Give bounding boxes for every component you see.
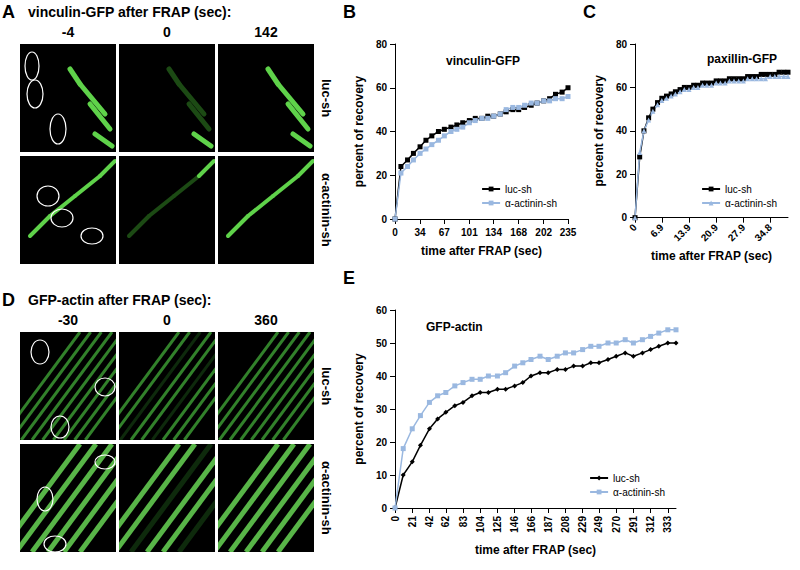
html-text:A: A	[2, 2, 15, 22]
svg-text:GFP-actin: GFP-actin	[426, 320, 483, 334]
svg-text:time after FRAP (sec): time after FRAP (sec)	[651, 249, 772, 263]
svg-text:60: 60	[376, 305, 388, 316]
svg-text:60: 60	[376, 82, 388, 93]
svg-text:50: 50	[376, 338, 388, 349]
svg-text:20: 20	[616, 169, 628, 180]
svg-text:percent of recovery: percent of recovery	[592, 75, 606, 187]
svg-text:67: 67	[439, 227, 451, 238]
svg-text:α-actinin-sh: α-actinin-sh	[725, 198, 777, 209]
svg-text:291: 291	[628, 516, 639, 533]
html-text:GFP-actin after FRAP (sec):: GFP-actin after FRAP (sec):	[28, 292, 212, 308]
svg-text:125: 125	[492, 516, 503, 533]
html-text:α-actinin-sh: α-actinin-sh	[319, 173, 334, 247]
svg-text:0: 0	[381, 214, 387, 225]
svg-text:27.9: 27.9	[726, 221, 748, 243]
svg-text:168: 168	[510, 227, 527, 238]
svg-text:40: 40	[376, 371, 388, 382]
svg-text:60: 60	[616, 82, 628, 93]
svg-text:0: 0	[627, 221, 639, 233]
svg-text:time after FRAP (sec): time after FRAP (sec)	[475, 543, 596, 557]
svg-text:0: 0	[392, 227, 398, 238]
svg-text:0: 0	[621, 212, 627, 223]
html-text:0: 0	[163, 312, 171, 328]
svg-text:30: 30	[376, 404, 388, 415]
svg-text:time after FRAP (sec): time after FRAP (sec)	[421, 244, 542, 258]
svg-text:249: 249	[593, 516, 604, 533]
svg-text:34.8: 34.8	[753, 221, 775, 243]
svg-text:62: 62	[440, 516, 451, 528]
svg-text:luc-sh: luc-sh	[505, 184, 532, 195]
svg-text:vinculin-GFP: vinculin-GFP	[446, 54, 520, 68]
html-text:-4: -4	[61, 24, 75, 40]
svg-text:α-actinin-sh: α-actinin-sh	[505, 198, 557, 209]
svg-text:luc-sh: luc-sh	[613, 473, 640, 484]
svg-text:13.9: 13.9	[671, 221, 693, 243]
svg-text:6.9: 6.9	[648, 221, 666, 239]
svg-text:80: 80	[616, 39, 628, 50]
svg-text:104: 104	[475, 516, 486, 533]
svg-text:202: 202	[535, 227, 552, 238]
svg-text:0: 0	[381, 503, 387, 514]
svg-text:α-actinin-sh: α-actinin-sh	[613, 487, 665, 498]
html-text:-30: -30	[57, 312, 79, 328]
svg-text:333: 333	[662, 516, 673, 533]
svg-text:134: 134	[485, 227, 502, 238]
svg-text:40: 40	[616, 125, 628, 136]
svg-text:42: 42	[424, 516, 435, 528]
html-text:α-actinin-sh: α-actinin-sh	[319, 461, 334, 535]
svg-text:166: 166	[526, 516, 537, 533]
svg-text:83: 83	[458, 516, 469, 528]
svg-text:312: 312	[645, 516, 656, 533]
html-text:D: D	[2, 290, 15, 310]
svg-text:146: 146	[509, 516, 520, 533]
html-text:142: 142	[254, 24, 278, 40]
svg-text:34: 34	[414, 227, 426, 238]
svg-text:10: 10	[376, 470, 388, 481]
html-text:vinculin-GFP after FRAP (sec):: vinculin-GFP after FRAP (sec):	[28, 4, 232, 20]
html-text:luc-sh: luc-sh	[319, 78, 334, 118]
svg-text:percent of recovery: percent of recovery	[352, 75, 366, 187]
html-text:E: E	[343, 268, 355, 288]
svg-text:luc-sh: luc-sh	[725, 184, 752, 195]
html-text:luc-sh: luc-sh	[319, 366, 334, 406]
svg-text:20: 20	[376, 170, 388, 181]
svg-text:20: 20	[376, 437, 388, 448]
html-text:B: B	[343, 2, 356, 22]
svg-text:40: 40	[376, 126, 388, 137]
html-text:0: 0	[163, 24, 171, 40]
html-text:C: C	[583, 2, 596, 22]
svg-text:235: 235	[560, 227, 577, 238]
svg-text:21: 21	[407, 516, 418, 528]
svg-text:229: 229	[577, 516, 588, 533]
svg-text:percent of recovery: percent of recovery	[352, 353, 366, 465]
svg-text:0: 0	[390, 516, 401, 522]
svg-text:20.9: 20.9	[699, 221, 721, 243]
svg-text:paxillin-GFP: paxillin-GFP	[707, 52, 777, 66]
svg-text:187: 187	[543, 516, 554, 533]
svg-text:80: 80	[376, 39, 388, 50]
svg-text:208: 208	[560, 516, 571, 533]
svg-text:270: 270	[611, 516, 622, 533]
svg-text:101: 101	[461, 227, 478, 238]
html-text:360: 360	[254, 312, 278, 328]
